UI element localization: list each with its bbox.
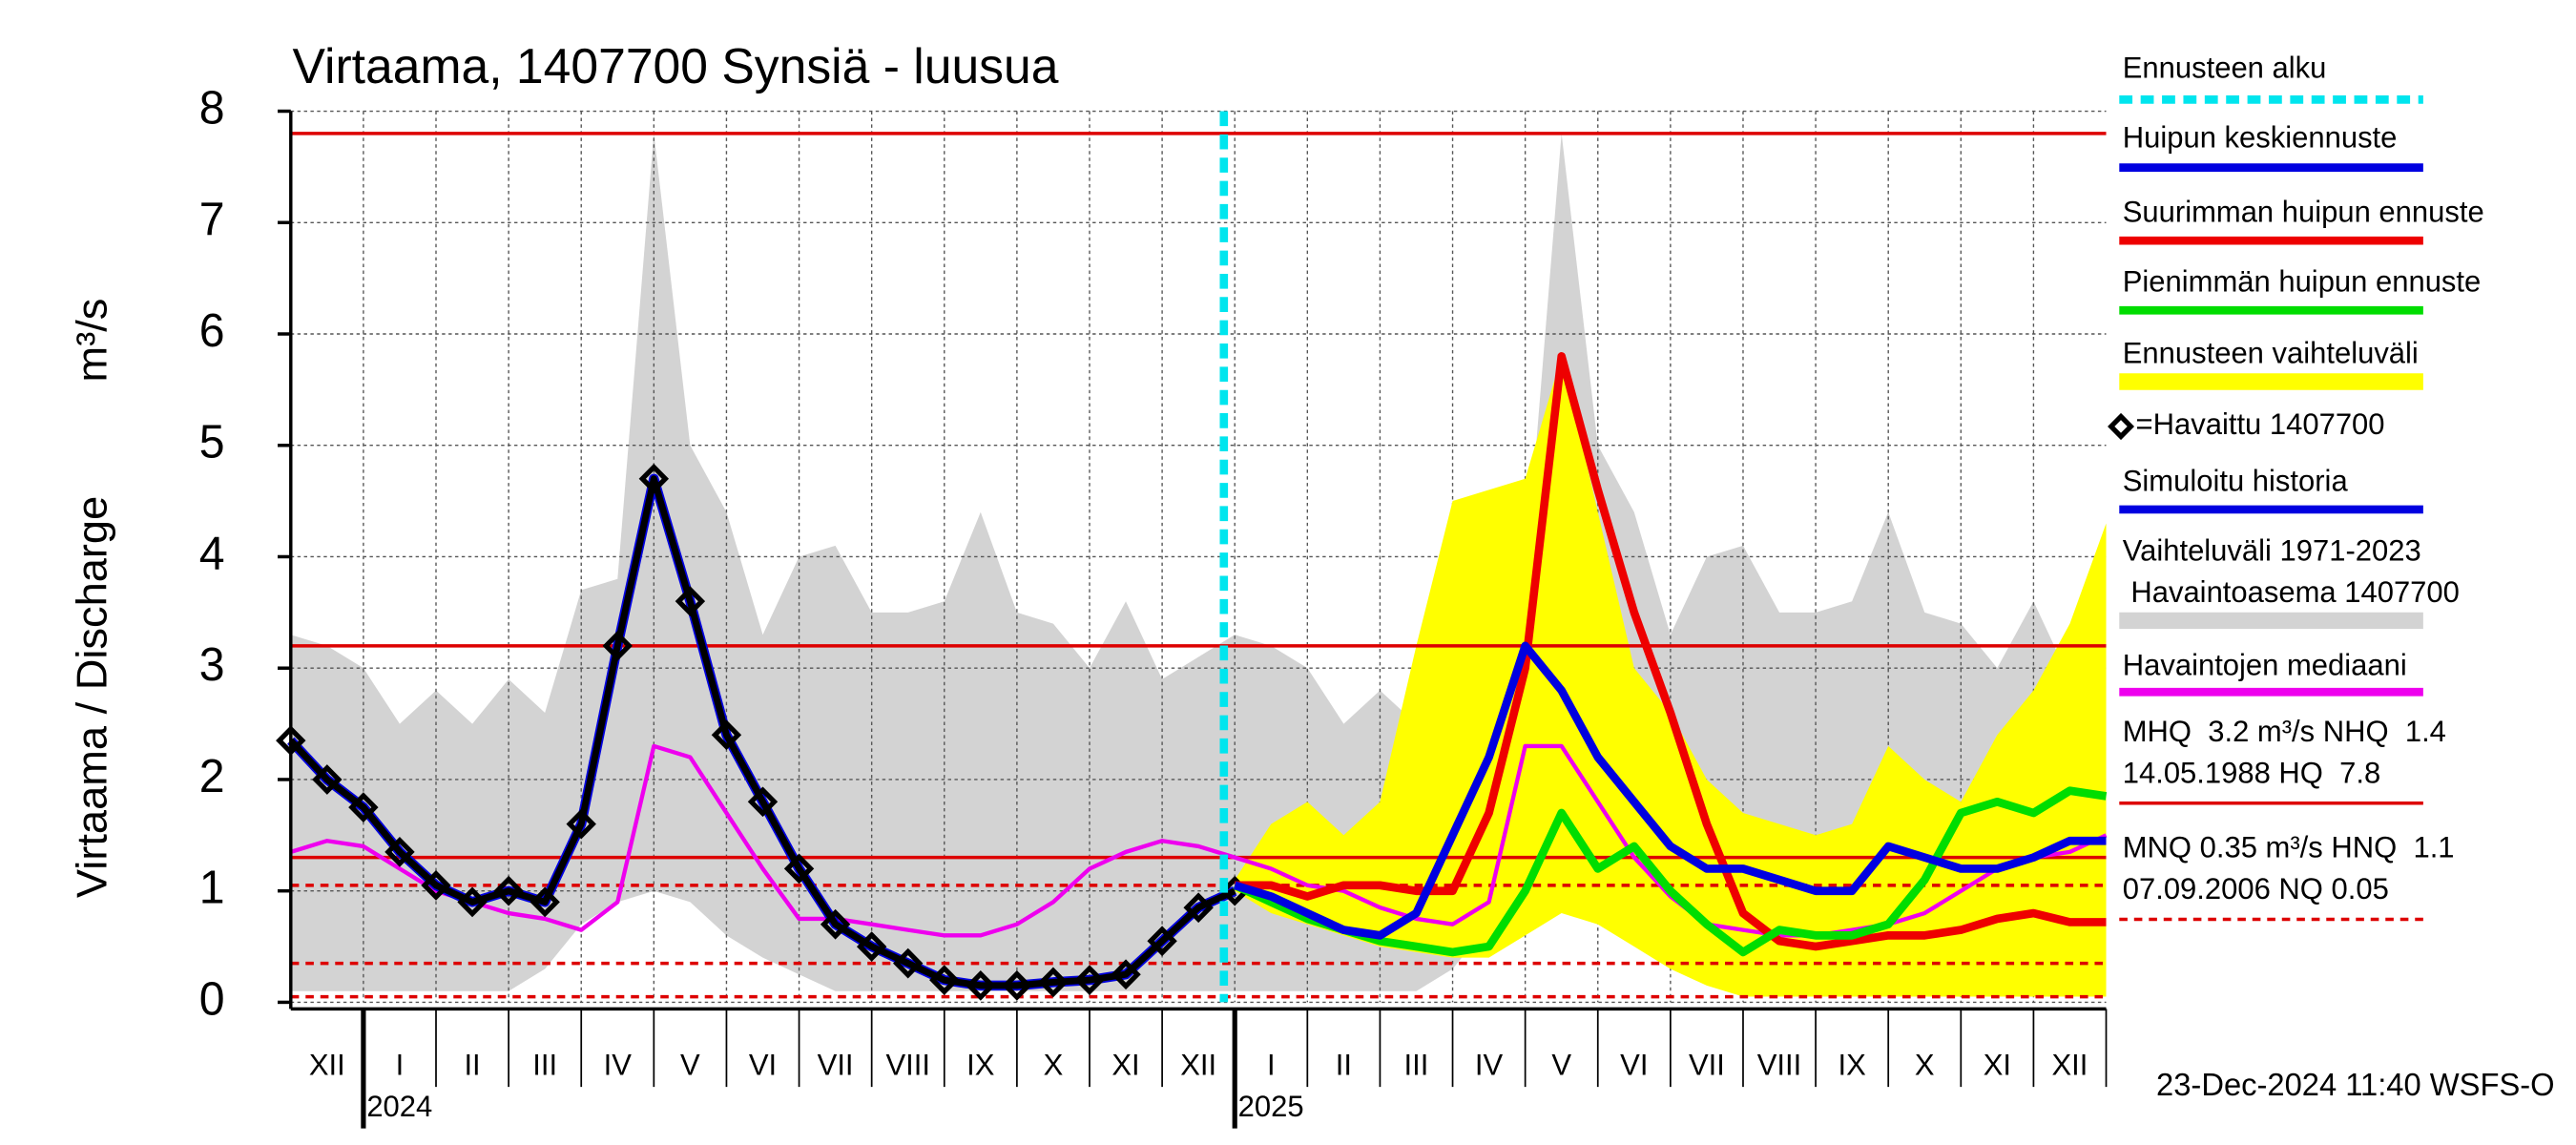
y-tick-label: 7 bbox=[199, 194, 225, 245]
chart-title: Virtaama, 1407700 Synsiä - luusua bbox=[293, 39, 1059, 94]
x-tick-label: IV bbox=[604, 1048, 633, 1081]
y-axis-label: Virtaama / Discharge bbox=[68, 496, 116, 898]
x-tick-label: II bbox=[1336, 1048, 1352, 1081]
observed-point bbox=[348, 792, 379, 823]
x-tick-label: VIII bbox=[1757, 1048, 1802, 1081]
x-tick-label: VI bbox=[1620, 1048, 1648, 1081]
series-line bbox=[1235, 352, 2107, 951]
x-tick-label: X bbox=[1915, 1048, 1935, 1081]
x-tick-label: IX bbox=[1838, 1048, 1866, 1081]
year-label: 2025 bbox=[1238, 1090, 1304, 1123]
observed-point bbox=[966, 970, 996, 1001]
x-tick-label: II bbox=[464, 1048, 480, 1081]
observed-point bbox=[893, 947, 924, 979]
stats-label: MNQ 0.35 m³/s HNQ 1.1 bbox=[2123, 831, 2455, 864]
observed-point bbox=[820, 908, 851, 940]
observed-point bbox=[1038, 967, 1069, 998]
x-tick-label: I bbox=[1267, 1048, 1276, 1081]
observed-point bbox=[1002, 970, 1032, 1001]
stats-label: 14.05.1988 HQ 7.8 bbox=[2123, 756, 2380, 789]
observed-point bbox=[1183, 892, 1214, 924]
x-tick-label: VI bbox=[749, 1048, 777, 1081]
x-tick-label: III bbox=[1404, 1048, 1429, 1081]
legend-label: Havaintoasema 1407700 bbox=[2123, 575, 2460, 609]
legend-label: Ennusteen vaihteluväli bbox=[2123, 336, 2419, 369]
year-label: 2024 bbox=[366, 1090, 432, 1123]
x-tick-label: IX bbox=[966, 1048, 995, 1081]
x-tick-label: VIII bbox=[885, 1048, 930, 1081]
observed-point bbox=[1147, 926, 1177, 957]
legend-swatch bbox=[2108, 412, 2135, 441]
observed-point bbox=[602, 631, 633, 661]
x-tick-label: XI bbox=[1111, 1048, 1139, 1081]
observed-point bbox=[457, 886, 488, 918]
x-tick-label: XII bbox=[309, 1048, 345, 1081]
observed-point bbox=[384, 836, 415, 867]
y-tick-label: 3 bbox=[199, 639, 225, 691]
x-tick-label: XI bbox=[1984, 1048, 2011, 1081]
observed-point bbox=[783, 853, 815, 885]
x-tick-label: X bbox=[1044, 1048, 1064, 1081]
observed-point bbox=[675, 586, 706, 617]
y-tick-label: 8 bbox=[199, 82, 225, 134]
observed-point bbox=[530, 886, 560, 918]
legend-label: =Havaittu 1407700 bbox=[2136, 407, 2385, 441]
x-tick-label: VII bbox=[818, 1048, 854, 1081]
observed-point bbox=[1111, 959, 1141, 990]
legend-label: Suurimman huipun ennuste bbox=[2123, 195, 2484, 228]
observed-point bbox=[312, 764, 343, 795]
footer: 23-Dec-2024 11:40 WSFS-O bbox=[2156, 1067, 2555, 1102]
x-tick-label: V bbox=[680, 1048, 700, 1081]
y-tick-label: 6 bbox=[199, 305, 225, 357]
observed-point bbox=[711, 719, 742, 751]
observed-point bbox=[1074, 965, 1105, 995]
legend-label: Havaintojen mediaani bbox=[2123, 648, 2407, 681]
observed-point bbox=[566, 808, 596, 840]
stats-label: MHQ 3.2 m³/s NHQ 1.4 bbox=[2123, 715, 2446, 748]
x-tick-label: VII bbox=[1689, 1048, 1725, 1081]
y-tick-label: 5 bbox=[199, 416, 225, 468]
x-tick-label: XII bbox=[2052, 1048, 2088, 1081]
legend-label: Pienimmän huipun ennuste bbox=[2123, 265, 2482, 299]
y-tick-label: 4 bbox=[199, 528, 225, 579]
observed-point bbox=[747, 786, 779, 818]
y-axis-unit: m³/s bbox=[68, 299, 116, 383]
series-line bbox=[1233, 641, 2107, 940]
observed-point bbox=[493, 875, 524, 906]
legend-label: Vaihteluväli 1971-2023 bbox=[2123, 533, 2421, 567]
observed-point bbox=[856, 931, 887, 962]
x-tick-label: XII bbox=[1180, 1048, 1216, 1081]
y-tick-label: 0 bbox=[199, 973, 225, 1025]
legend-label: Simuloitu historia bbox=[2123, 464, 2349, 497]
stats-label: 07.09.2006 NQ 0.05 bbox=[2123, 872, 2389, 906]
x-tick-label: IV bbox=[1475, 1048, 1504, 1081]
legend-label: Huipun keskiennuste bbox=[2123, 120, 2398, 154]
observed-point bbox=[421, 869, 451, 901]
legend-label: Ennusteen alku bbox=[2123, 51, 2327, 84]
x-tick-label: I bbox=[396, 1048, 405, 1081]
x-tick-label: V bbox=[1551, 1048, 1571, 1081]
y-tick-label: 1 bbox=[199, 862, 225, 913]
y-tick-label: 2 bbox=[199, 751, 225, 802]
observed-point bbox=[638, 463, 670, 494]
series-line bbox=[1233, 786, 2108, 957]
observed-point bbox=[929, 965, 960, 995]
plot bbox=[276, 110, 2108, 1004]
x-tick-label: III bbox=[532, 1048, 557, 1081]
